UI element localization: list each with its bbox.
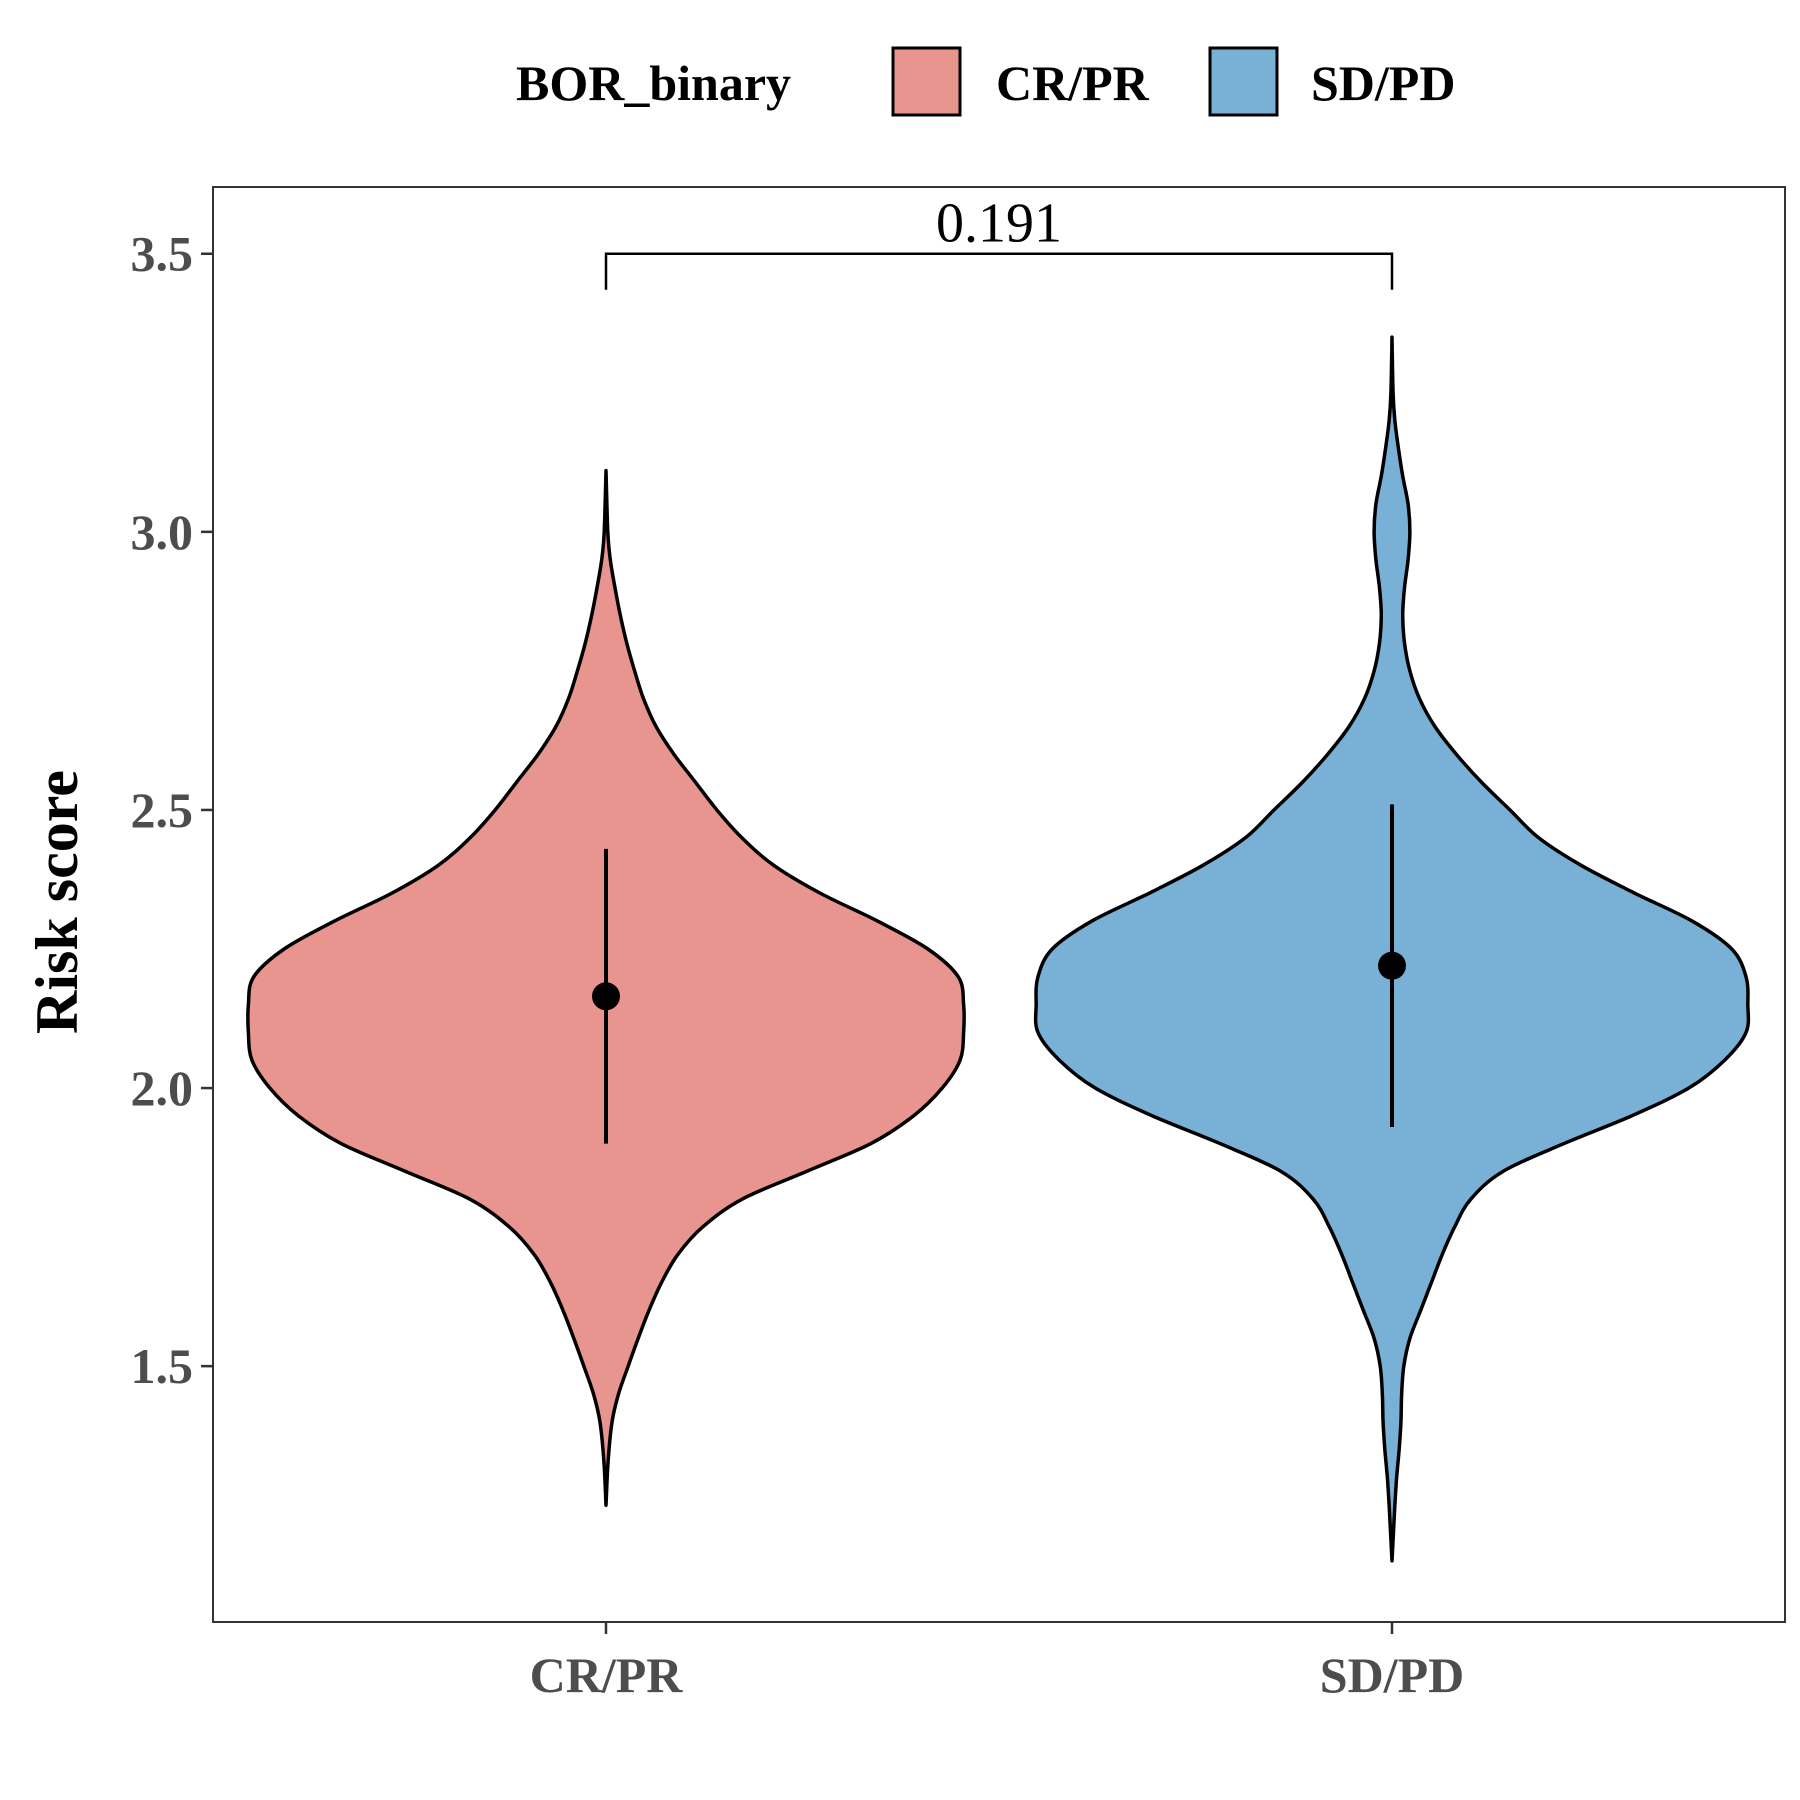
y-tick-label: 2.0	[131, 1060, 194, 1116]
p-value-label: 0.191	[936, 193, 1062, 255]
y-tick-label: 2.5	[131, 782, 194, 838]
legend-label-cr-pr: CR/PR	[996, 55, 1150, 111]
comparison-bracket: 0.191	[604, 193, 1394, 290]
violins	[246, 335, 1751, 1563]
y-axis-title: Risk score	[24, 770, 90, 1034]
y-tick-label: 3.5	[131, 226, 194, 282]
bracket-line	[604, 252, 1394, 290]
plot-panel	[212, 186, 1786, 1623]
median-point	[1378, 951, 1406, 980]
y-axis: 1.5 2.0 2.5 3.0 3.5	[131, 226, 213, 1394]
x-tick-label: CR/PR	[530, 1647, 684, 1703]
y-tick-label: 3.0	[131, 504, 194, 560]
legend-swatch-cr-pr	[891, 46, 962, 117]
legend-swatch-sd-pd	[1208, 46, 1279, 117]
median-point	[592, 982, 620, 1011]
x-axis: CR/PR SD/PD	[530, 1622, 1464, 1703]
legend-label-sd-pd: SD/PD	[1311, 55, 1455, 111]
legend: BOR_binary CR/PR SD/PD	[516, 46, 1455, 117]
y-tick-label: 1.5	[131, 1338, 194, 1394]
legend-title: BOR_binary	[516, 55, 791, 111]
x-tick-label: SD/PD	[1320, 1647, 1464, 1703]
